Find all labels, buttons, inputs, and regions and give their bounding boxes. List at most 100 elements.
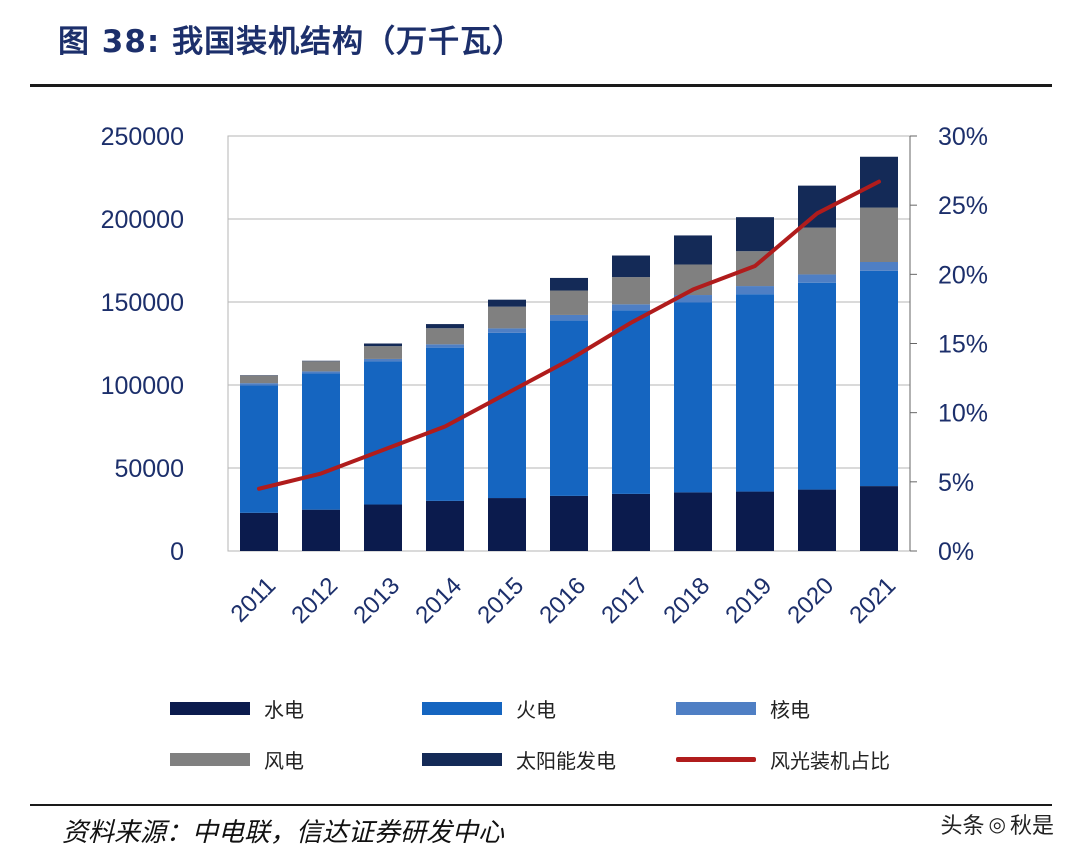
top-divider [30,84,1052,87]
bar-wind-2011 [240,375,278,384]
legend-item-nuclear: 核电 [676,694,810,723]
bar-hydro-2014 [426,500,464,551]
legend-swatch [676,702,756,715]
x-tick-label: 2012 [286,572,343,629]
stacked-bar-line-chart: 0 50000 100000 150000 200000 250000 0% 5% 10% 15%… [101,123,988,629]
bar-nuclear-2020 [798,274,836,283]
bar-thermal-2013 [364,361,402,505]
line-风光装机占比 [257,179,881,491]
bar-wind-2013 [364,346,402,359]
bar-hydro-2011 [240,512,278,551]
x-tick-label: 2017 [596,572,653,629]
bar-thermal-2016 [550,320,588,496]
legend-label: 太阳能发电 [516,749,616,773]
bar-hydro-2012 [302,509,340,551]
bar-hydro-2015 [488,498,526,551]
bar-thermal-2012 [302,373,340,510]
bar-thermal-2015 [488,332,526,499]
source-note: 资料来源：中电联，信达证券研发中心 [62,818,505,848]
chart-title: 图 38: 我国装机结构（万千瓦） [58,24,525,60]
bar-hydro-2019 [736,491,774,551]
y-left-tick-label: 0 [170,538,184,566]
x-tick-label: 2018 [658,572,715,629]
watermark-right: 秋是 [1009,814,1054,839]
bar-nuclear-2021 [860,261,898,271]
y-right-tick-label: 25% [938,192,988,220]
legend-swatch [170,702,250,715]
watermark: 头条 ◎ 秋是 [941,808,1054,840]
y-right-tick-label: 10% [938,400,988,428]
bar-solar-2013 [364,343,402,347]
legend-label: 风电 [264,749,304,773]
bar-thermal-2017 [612,310,650,494]
bar-thermal-2018 [674,302,712,493]
bar-nuclear-2014 [426,344,464,348]
bottom-divider [30,804,1052,806]
bar-solar-2017 [612,255,650,278]
bar-nuclear-2011 [240,383,278,386]
bar-solar-2014 [426,324,464,329]
y-right-tick-label: 15% [938,331,988,359]
x-tick-label: 2014 [410,572,467,629]
bar-thermal-2019 [736,294,774,492]
bar-thermal-2011 [240,385,278,513]
x-tick-label: 2011 [226,572,282,628]
watermark-left: 头条 [940,814,985,839]
legend-item-ratio: 风光装机占比 [676,745,890,774]
bar-wind-2015 [488,306,526,329]
x-tick-label: 2021 [844,572,901,629]
legend-item-solar: 太阳能发电 [422,745,616,774]
bar-wind-2017 [612,277,650,305]
legend-swatch [422,753,502,766]
bar-nuclear-2013 [364,358,402,362]
bar-wind-2020 [798,227,836,275]
bar-nuclear-2012 [302,371,340,374]
watermark-logo-icon: ◎ [988,812,1006,836]
bar-hydro-2021 [860,486,898,551]
x-tick-label: 2015 [472,572,529,629]
legend-item-thermal: 火电 [422,694,556,723]
x-tick-label: 2013 [348,572,405,629]
bar-hydro-2018 [674,492,712,551]
legend-label: 核电 [770,698,810,722]
bar-hydro-2016 [550,495,588,551]
bar-solar-2015 [488,299,526,307]
legend-swatch [422,702,502,715]
bar-nuclear-2015 [488,328,526,333]
bar-hydro-2017 [612,493,650,551]
x-tick-label: 2016 [534,572,591,629]
y-left-tick-label: 50000 [114,455,184,483]
bar-solar-2016 [550,277,588,291]
bar-thermal-2020 [798,282,836,490]
legend-swatch [170,753,250,766]
y-right-tick-label: 20% [938,261,988,289]
legend-label: 水电 [264,698,304,722]
bar-hydro-2020 [798,489,836,551]
bar-wind-2021 [860,207,898,262]
bar-wind-2012 [302,361,340,372]
x-tick-label: 2019 [720,572,777,629]
bar-wind-2016 [550,290,588,315]
bar-hydro-2013 [364,504,402,551]
bar-nuclear-2016 [550,314,588,321]
y-right-tick-label: 5% [938,469,974,497]
y-left-tick-label: 250000 [101,123,184,151]
bar-thermal-2021 [860,270,898,487]
legend-item-wind: 风电 [170,745,304,774]
bar-nuclear-2019 [736,286,774,295]
legend-swatch [676,757,756,762]
bar-solar-2018 [674,235,712,265]
bar-solar-2019 [736,217,774,252]
legend-label: 风光装机占比 [770,749,890,773]
x-tick-label: 2020 [782,572,839,629]
y-right-tick-label: 0% [938,538,974,566]
y-left-tick-label: 200000 [101,206,184,234]
legend-item-hydro: 水电 [170,694,304,723]
y-left-tick-label: 100000 [101,372,184,400]
bar-nuclear-2017 [612,304,650,311]
legend-label: 火电 [516,698,556,722]
bar-nuclear-2018 [674,295,712,303]
bar-wind-2014 [426,328,464,345]
y-left-tick-label: 150000 [101,289,184,317]
y-right-tick-label: 30% [938,123,988,151]
